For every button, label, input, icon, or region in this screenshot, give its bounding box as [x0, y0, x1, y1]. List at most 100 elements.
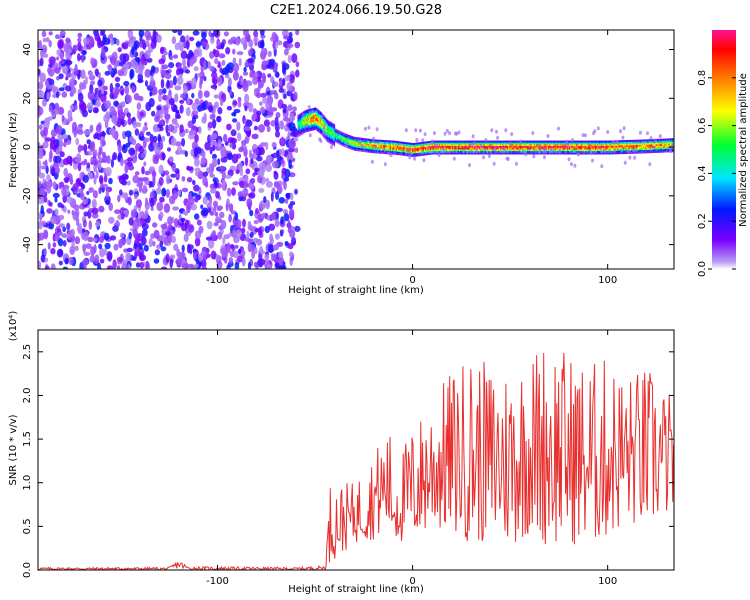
heatmap-cell [206, 220, 213, 230]
heatmap-cell [386, 147, 388, 149]
heatmap-cell [549, 152, 551, 155]
heatmap-cell [537, 142, 539, 145]
heatmap-cell [377, 141, 379, 144]
heatmap-cell [571, 149, 573, 152]
heatmap-cell [331, 131, 333, 134]
heatmap-cell [509, 147, 511, 150]
heatmap-cell [526, 145, 529, 148]
heatmap-cell [38, 160, 42, 169]
heatmap-cell [535, 150, 537, 153]
heatmap-cell [57, 39, 64, 50]
heatmap-cell [156, 201, 164, 212]
heatmap-cell [516, 150, 518, 153]
heatmap-cell [659, 138, 661, 141]
heatmap-cell [194, 49, 200, 58]
heatmap-cell [302, 122, 304, 125]
heatmap-cell [167, 94, 172, 100]
heatmap-cell [538, 142, 540, 145]
heatmap-cell [379, 146, 381, 149]
heatmap-cell [381, 145, 384, 147]
heatmap-cell [285, 193, 291, 200]
heatmap-cell [628, 143, 630, 146]
heatmap-cell [113, 243, 119, 251]
heatmap-cell [590, 149, 592, 152]
heatmap-cell [324, 137, 326, 140]
heatmap-cell [572, 147, 574, 150]
heatmap-cell [446, 147, 448, 150]
heatmap-cell [242, 71, 249, 76]
heatmap-cell [200, 156, 206, 165]
heatmap-cell [573, 145, 575, 148]
heatmap-cell [330, 132, 332, 135]
heatmap-cell [606, 140, 608, 143]
heatmap-cell [405, 152, 407, 155]
heatmap-cell [497, 140, 499, 143]
heatmap-cell [563, 140, 565, 143]
heatmap-cell [628, 155, 632, 160]
heatmap-cell [246, 230, 250, 239]
heatmap-cell [550, 140, 552, 143]
heatmap-cell [185, 40, 190, 50]
heatmap-cell [453, 145, 455, 148]
heatmap-cell [614, 152, 616, 155]
heatmap-cell [640, 143, 642, 145]
heatmap-cell [507, 152, 509, 155]
heatmap-cell [660, 145, 662, 148]
heatmap-cell [260, 92, 267, 98]
heatmap-cell [343, 136, 345, 139]
heatmap-cell [488, 152, 490, 155]
heatmap-cell [450, 149, 453, 152]
heatmap-cell [373, 151, 375, 154]
heatmap-cell [319, 123, 321, 126]
heatmap-cell [61, 204, 65, 209]
heatmap-cell [540, 149, 543, 152]
heatmap-cell [461, 150, 463, 153]
heatmap-cell [456, 140, 458, 143]
heatmap-cell [311, 118, 313, 121]
heatmap-cell [309, 129, 311, 132]
heatmap-cell [548, 152, 550, 155]
heatmap-cell [39, 72, 46, 83]
heatmap-cell [359, 142, 361, 145]
heatmap-cell [462, 144, 464, 146]
heatmap-cell [588, 140, 591, 143]
heatmap-cell [380, 146, 382, 149]
heatmap-cell [249, 232, 254, 238]
heatmap-cell [549, 147, 551, 150]
heatmap-cell [217, 61, 221, 69]
heatmap-cell [357, 144, 359, 147]
heatmap-cell [428, 144, 430, 147]
heatmap-cell [238, 146, 244, 153]
heatmap-cell [298, 131, 300, 134]
heatmap-cell [381, 150, 384, 153]
heatmap-cell [415, 152, 417, 155]
heatmap-cell [81, 54, 85, 63]
heatmap-cell [626, 141, 628, 144]
heatmap-cell [342, 135, 344, 138]
heatmap-cell [585, 147, 587, 150]
heatmap-cell [58, 260, 63, 266]
heatmap-cell [665, 140, 667, 143]
heatmap-cell [634, 141, 636, 144]
heatmap-cell [409, 142, 412, 145]
heatmap-cell [248, 49, 253, 57]
heatmap-cell [351, 144, 353, 147]
heatmap-cell [354, 137, 357, 139]
heatmap-cell [652, 142, 654, 145]
snr-scale-note: (x10⁴) [8, 311, 19, 342]
heatmap-cell [346, 135, 348, 138]
heatmap-cell [597, 152, 599, 155]
heatmap-cell [460, 144, 462, 146]
heatmap-cell [648, 142, 650, 145]
heatmap-cell [448, 149, 450, 152]
heatmap-cell [487, 140, 489, 143]
heatmap-cell [471, 134, 475, 139]
heatmap-cell [325, 121, 327, 124]
heatmap-cell [490, 149, 492, 152]
heatmap-cell [126, 180, 131, 186]
heatmap-cell [115, 82, 121, 88]
heatmap-cell [324, 116, 326, 119]
heatmap-cell [480, 152, 482, 155]
heatmap-cell [97, 79, 103, 88]
heatmap-cell [306, 118, 309, 120]
